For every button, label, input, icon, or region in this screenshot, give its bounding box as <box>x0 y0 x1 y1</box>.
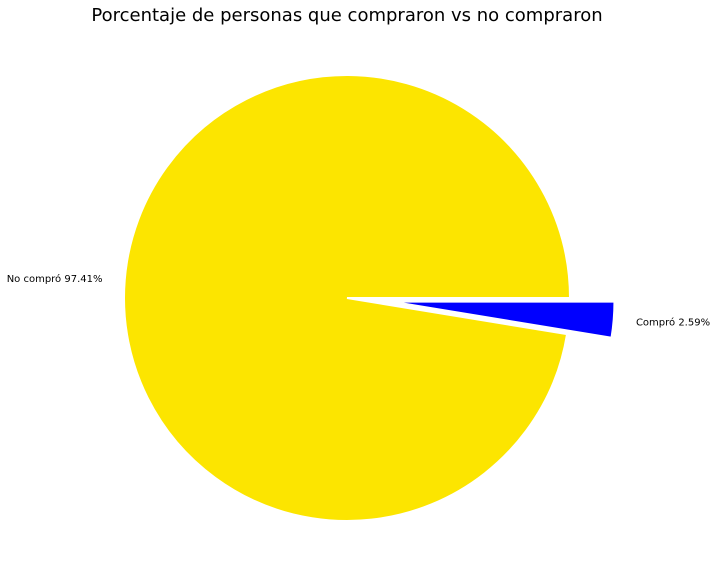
pie-labels: Compró 2.59% No compró 97.41% <box>7 273 710 328</box>
pie-slices <box>123 74 616 522</box>
pie-slice-label-1: Compró 2.59% <box>636 317 710 329</box>
chart-title: Porcentaje de personas que compraron vs … <box>91 5 602 26</box>
pie-slice-1 <box>391 300 616 339</box>
pie-slice-label-2: No compró 97.41% <box>7 273 103 285</box>
pie-slice-2 <box>123 74 572 522</box>
